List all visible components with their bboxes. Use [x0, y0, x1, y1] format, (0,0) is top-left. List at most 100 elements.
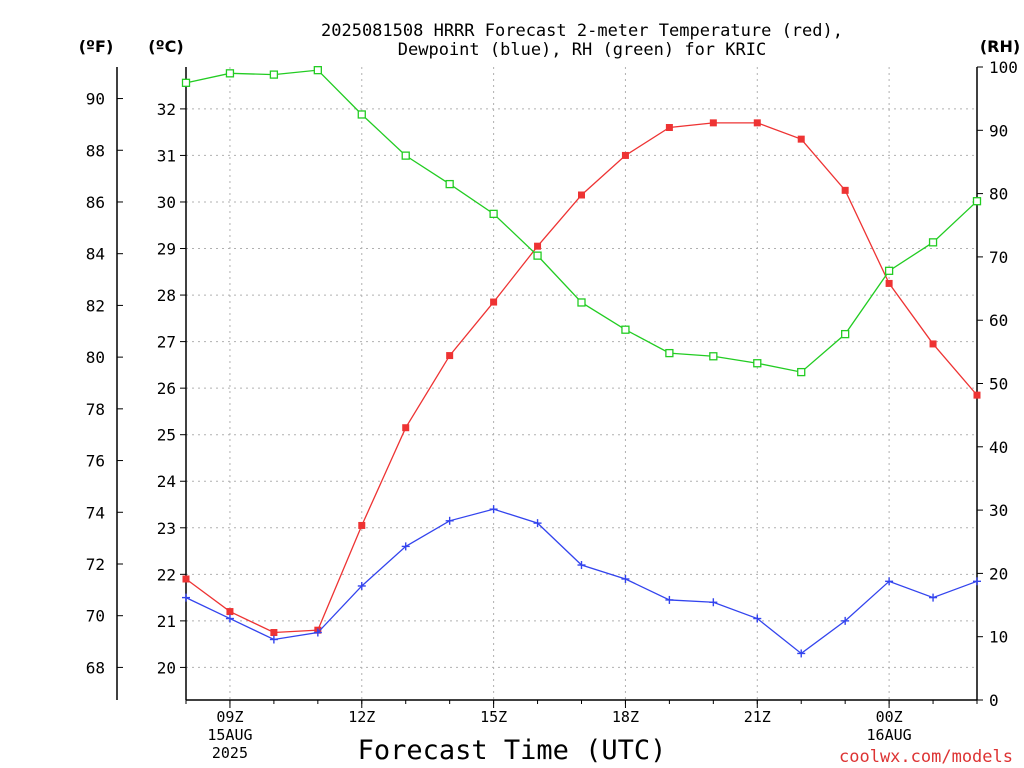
tick-label-f: 90 — [86, 90, 105, 109]
tick-label-x: 15AUG — [207, 726, 252, 744]
tick-label-f: 86 — [86, 193, 105, 212]
point-dewpoint — [357, 581, 366, 590]
point-rh — [753, 359, 762, 368]
point-dewpoint — [445, 516, 454, 525]
point-rh — [269, 70, 279, 79]
right-axis-label: (RH) — [980, 37, 1020, 56]
point-2-meter-temperature — [621, 151, 629, 159]
tick-label-c: 26 — [157, 379, 176, 398]
point-dewpoint — [182, 593, 190, 602]
point-rh — [928, 238, 938, 247]
point-2-meter-temperature — [709, 119, 717, 127]
series-line-2-meter-temperature — [185, 122, 978, 634]
point-dewpoint — [797, 649, 806, 658]
left-axis-f-label: (ºF) — [79, 37, 114, 56]
tick-label-f: 70 — [86, 607, 105, 626]
tick-label-rh: 90 — [989, 121, 1008, 140]
chart-title-line2: Dewpoint (blue), RH (green) for KRIC — [398, 40, 766, 60]
point-2-meter-temperature — [358, 521, 366, 529]
point-rh — [797, 367, 806, 377]
point-2-meter-temperature — [446, 352, 454, 360]
tick-label-rh: 50 — [989, 375, 1008, 394]
point-rh — [665, 348, 674, 358]
series-line-rh — [185, 69, 978, 373]
point-dewpoint — [401, 542, 410, 551]
point-dewpoint — [621, 574, 630, 583]
point-rh — [401, 151, 410, 160]
point-2-meter-temperature — [753, 119, 761, 127]
chart-grid — [186, 67, 977, 700]
tick-label-c: 31 — [157, 146, 176, 165]
tick-label-c: 30 — [157, 193, 176, 212]
tick-label-c: 20 — [157, 658, 176, 677]
point-rh — [445, 179, 454, 189]
point-rh — [181, 78, 191, 87]
point-rh — [489, 209, 498, 219]
tick-label-f: 80 — [86, 348, 105, 367]
tick-label-x: 18Z — [612, 708, 639, 726]
point-2-meter-temperature — [270, 629, 278, 637]
tick-label-c: 28 — [157, 286, 176, 305]
tick-label-c: 27 — [157, 333, 176, 352]
point-dewpoint — [929, 593, 938, 602]
point-2-meter-temperature — [973, 391, 981, 399]
point-dewpoint — [577, 561, 586, 570]
tick-label-c: 22 — [157, 565, 176, 584]
tick-label-f: 76 — [86, 452, 105, 471]
point-2-meter-temperature — [841, 186, 849, 194]
tick-label-rh: 20 — [989, 564, 1008, 583]
point-dewpoint — [269, 635, 278, 644]
tick-label-c: 24 — [157, 472, 176, 491]
tick-label-c: 21 — [157, 612, 176, 631]
tick-label-rh: 0 — [989, 691, 999, 710]
left-axis-c-label: (ºC) — [148, 37, 183, 56]
point-dewpoint — [753, 614, 762, 623]
point-rh — [709, 352, 718, 361]
point-rh — [884, 266, 894, 275]
tick-label-c: 32 — [157, 100, 176, 119]
point-2-meter-temperature — [402, 424, 410, 432]
tick-label-rh: 40 — [989, 438, 1008, 457]
tick-label-x: 21Z — [744, 708, 771, 726]
tick-label-x: 15Z — [480, 708, 507, 726]
tick-label-f: 88 — [86, 141, 105, 160]
tick-label-rh: 70 — [989, 248, 1008, 267]
tick-label-rh: 10 — [989, 628, 1008, 647]
tick-label-x: 2025 — [212, 744, 248, 762]
tick-label-f: 78 — [86, 400, 105, 419]
point-2-meter-temperature — [797, 135, 805, 143]
x-axis-label: Forecast Time (UTC) — [358, 735, 667, 766]
point-rh — [313, 66, 322, 75]
tick-label-f: 84 — [86, 245, 105, 264]
point-2-meter-temperature — [885, 279, 893, 287]
point-rh — [225, 69, 235, 78]
tick-label-f: 74 — [86, 503, 105, 522]
tick-label-x: 12Z — [348, 708, 375, 726]
tick-label-rh: 80 — [989, 185, 1008, 204]
point-2-meter-temperature — [534, 242, 542, 250]
point-dewpoint — [533, 519, 542, 528]
watermark: coolwx.com/models — [839, 747, 1013, 767]
chart-axes — [116, 67, 978, 701]
point-dewpoint — [665, 595, 674, 604]
point-2-meter-temperature — [490, 298, 498, 306]
point-dewpoint — [885, 577, 894, 586]
point-dewpoint — [489, 505, 498, 514]
chart-title-line1: 2025081508 HRRR Forecast 2-meter Tempera… — [321, 21, 843, 41]
tick-label-c: 25 — [157, 426, 176, 445]
tick-label-f: 82 — [86, 296, 105, 315]
tick-label-x: 09Z — [216, 708, 243, 726]
tick-label-rh: 30 — [989, 501, 1008, 520]
point-dewpoint — [841, 616, 850, 625]
tick-label-rh: 100 — [989, 58, 1018, 77]
point-rh — [972, 197, 982, 206]
tick-label-rh: 60 — [989, 311, 1008, 330]
point-rh — [577, 298, 586, 307]
point-dewpoint — [225, 614, 234, 623]
point-2-meter-temperature — [226, 608, 234, 616]
point-dewpoint — [973, 577, 981, 586]
point-2-meter-temperature — [182, 575, 190, 583]
series-line-dewpoint — [185, 508, 978, 655]
point-dewpoint — [313, 628, 322, 637]
